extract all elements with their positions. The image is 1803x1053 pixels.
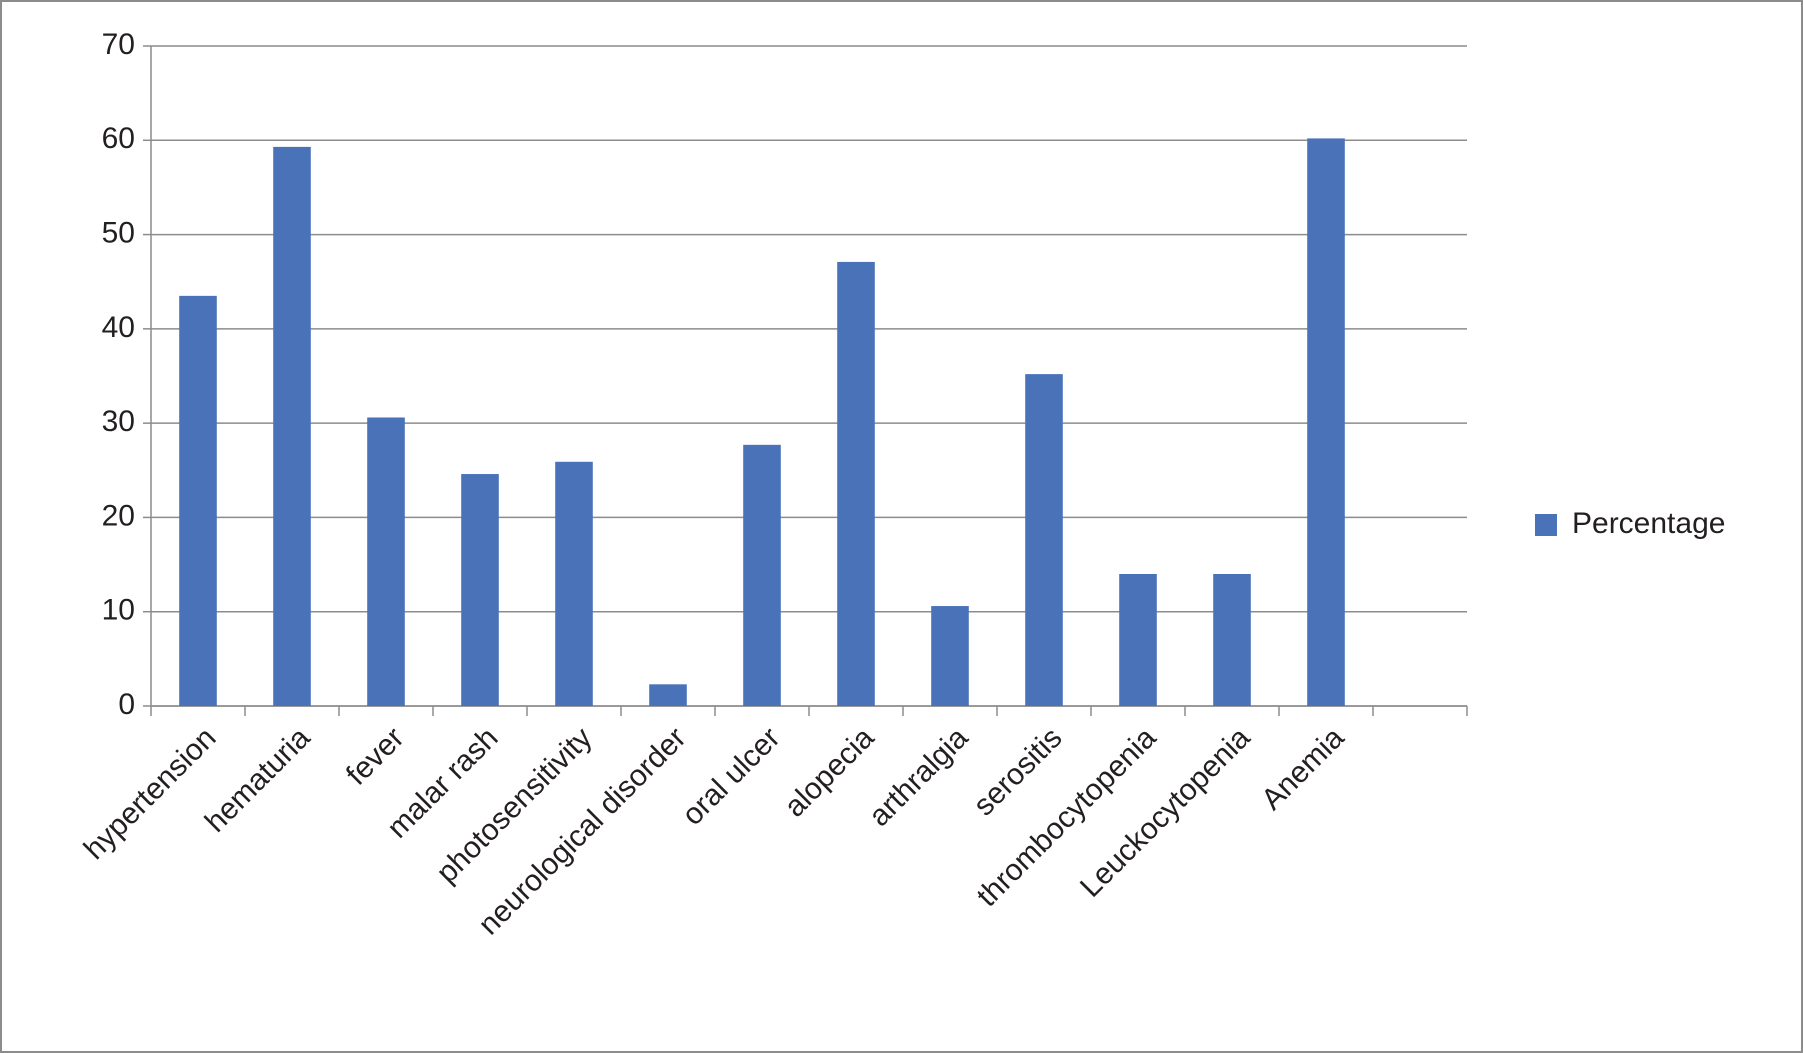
bar bbox=[1213, 574, 1251, 706]
bar bbox=[931, 606, 969, 706]
y-tick-label: 60 bbox=[102, 122, 135, 155]
bar bbox=[1025, 374, 1063, 706]
y-tick-label: 10 bbox=[102, 594, 135, 627]
legend-swatch bbox=[1535, 514, 1557, 536]
bar bbox=[649, 684, 687, 706]
bar bbox=[555, 461, 593, 706]
bar bbox=[179, 295, 217, 706]
bar bbox=[367, 417, 405, 706]
y-tick-label: 40 bbox=[102, 311, 135, 344]
y-tick-label: 30 bbox=[102, 405, 135, 438]
bar bbox=[837, 261, 875, 706]
y-tick-label: 70 bbox=[102, 28, 135, 61]
y-tick-label: 50 bbox=[102, 216, 135, 249]
bar bbox=[743, 444, 781, 706]
bar bbox=[1307, 138, 1345, 706]
y-tick-label: 0 bbox=[118, 688, 135, 721]
legend-label: Percentage bbox=[1572, 507, 1725, 540]
bar bbox=[1119, 574, 1157, 706]
bar bbox=[273, 146, 311, 706]
bar bbox=[461, 474, 499, 706]
y-tick-label: 20 bbox=[102, 499, 135, 532]
